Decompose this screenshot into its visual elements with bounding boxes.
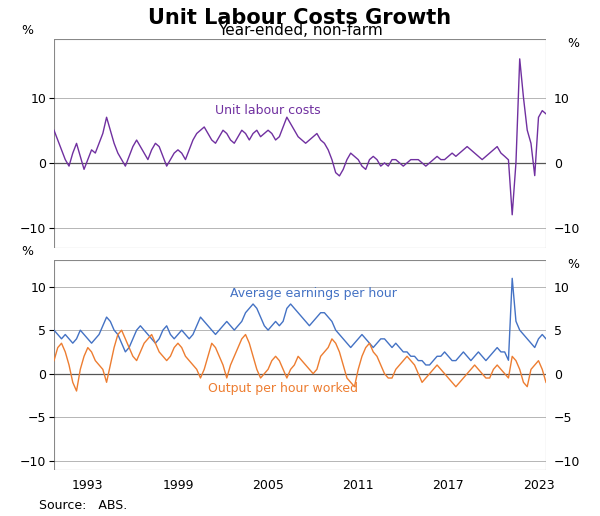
Text: Unit labour costs: Unit labour costs bbox=[215, 104, 321, 117]
Y-axis label: %: % bbox=[21, 24, 33, 37]
Text: Output per hour worked: Output per hour worked bbox=[208, 382, 358, 395]
Text: Year-ended, non-farm: Year-ended, non-farm bbox=[218, 23, 382, 38]
Text: Average earnings per hour: Average earnings per hour bbox=[230, 286, 397, 300]
Y-axis label: %: % bbox=[21, 245, 33, 259]
Y-axis label: %: % bbox=[567, 37, 579, 50]
Y-axis label: %: % bbox=[567, 259, 579, 271]
Text: Source:   ABS.: Source: ABS. bbox=[39, 499, 127, 512]
Text: Unit Labour Costs Growth: Unit Labour Costs Growth bbox=[148, 8, 452, 28]
